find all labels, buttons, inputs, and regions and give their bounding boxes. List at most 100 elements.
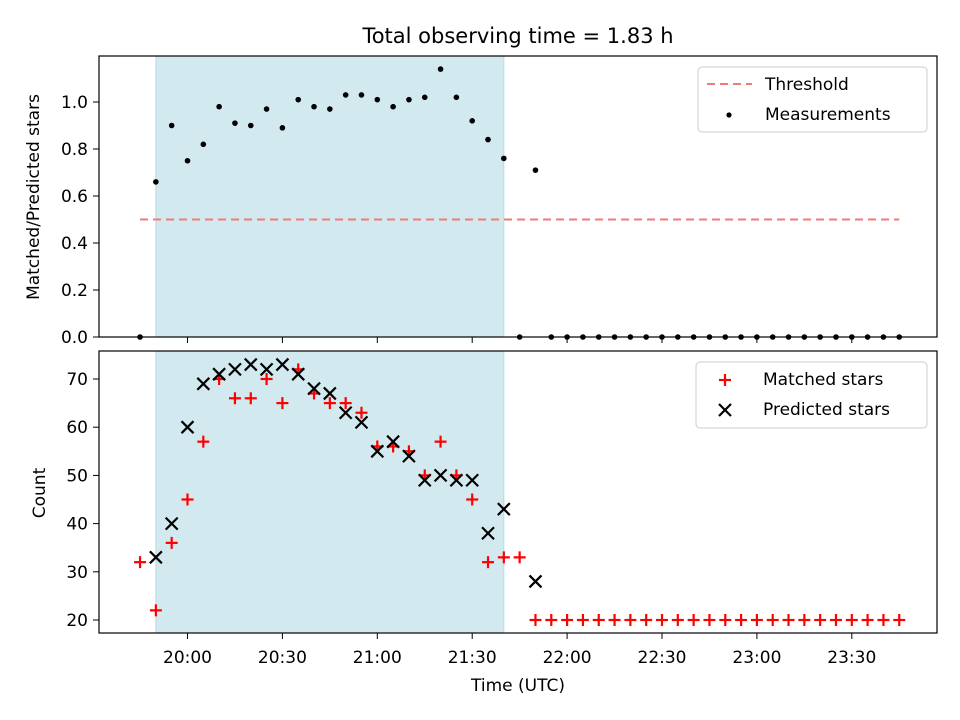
measurement-point bbox=[232, 120, 238, 126]
predicted-star-point bbox=[164, 516, 179, 531]
matched-star-point bbox=[814, 614, 827, 626]
top-ylabel: Matched/Predicted stars bbox=[24, 94, 44, 300]
measurement-point bbox=[153, 179, 159, 185]
top-legend: Threshold Measurements bbox=[697, 66, 928, 133]
matched-star-point bbox=[339, 397, 352, 410]
top-y-tick-label: 0.8 bbox=[61, 140, 88, 160]
matched-star-point bbox=[735, 614, 748, 626]
measurement-point bbox=[501, 155, 507, 162]
matched-star-point bbox=[829, 614, 842, 626]
matched-star-point bbox=[798, 614, 811, 626]
matched-star-point bbox=[149, 604, 162, 617]
measurement-point bbox=[437, 66, 444, 72]
matched-star-point bbox=[719, 614, 732, 626]
measurement-point bbox=[279, 125, 286, 131]
matched-star-point bbox=[355, 406, 368, 419]
predicted-star-point bbox=[338, 405, 353, 420]
bottom-x-tick-label: 22:30 bbox=[638, 648, 687, 668]
legend-threshold-label: Threshold bbox=[764, 75, 849, 95]
legend-measurements-swatch bbox=[726, 112, 732, 118]
matched-star-point bbox=[260, 373, 273, 385]
matched-star-point bbox=[750, 614, 763, 626]
measurement-point bbox=[406, 96, 412, 103]
legend-matched-label: Matched stars bbox=[763, 370, 883, 390]
matched-star-point bbox=[782, 614, 795, 626]
measurement-point bbox=[247, 122, 254, 129]
matched-star-point bbox=[640, 614, 653, 626]
predicted-star-point bbox=[370, 444, 385, 459]
matched-star-point bbox=[703, 614, 716, 626]
predicted-stars-points bbox=[149, 357, 543, 589]
matched-star-point bbox=[197, 435, 210, 448]
matched-star-point bbox=[561, 614, 574, 626]
matched-star-point bbox=[497, 551, 510, 564]
top-y-tick-label: 0.4 bbox=[61, 234, 88, 254]
measurement-point bbox=[200, 141, 207, 148]
bottom-x-tick-label: 23:30 bbox=[827, 648, 876, 668]
bottom-x-axis: 20:00 20:30 21:00 21:30 22:00 22:30 23:00 23:30 bbox=[163, 633, 876, 668]
predicted-star-point bbox=[275, 357, 290, 372]
predicted-star-point bbox=[433, 468, 448, 483]
measurement-point bbox=[342, 92, 349, 98]
measurement-point bbox=[469, 118, 476, 124]
predicted-star-point bbox=[402, 449, 416, 463]
matched-star-point bbox=[181, 493, 194, 506]
bottom-y-tick-label: 50 bbox=[66, 466, 88, 486]
legend-predicted-swatch bbox=[718, 403, 732, 417]
top-title: Total observing time = 1.83 h bbox=[361, 24, 673, 48]
top-y-tick-label: 0.0 bbox=[61, 328, 88, 348]
measurement-point bbox=[374, 96, 381, 103]
matched-stars-points bbox=[134, 363, 906, 626]
predicted-star-point bbox=[465, 473, 479, 487]
matched-star-point bbox=[608, 614, 621, 626]
predicted-star-point bbox=[196, 377, 211, 391]
measurement-point bbox=[295, 96, 302, 103]
bottom-y-tick-label: 30 bbox=[66, 563, 88, 583]
measurement-point bbox=[421, 94, 428, 101]
matched-star-point bbox=[165, 536, 178, 549]
predicted-star-point bbox=[180, 420, 195, 434]
matched-star-point bbox=[893, 614, 906, 626]
bottom-x-tick-label: 20:30 bbox=[258, 648, 307, 668]
predicted-star-point bbox=[528, 574, 543, 589]
legend-predicted-label: Predicted stars bbox=[763, 400, 890, 420]
predicted-star-point bbox=[354, 415, 369, 430]
predicted-star-point bbox=[307, 381, 321, 396]
bottom-ylabel: Count bbox=[30, 467, 50, 518]
predicted-star-point bbox=[417, 473, 432, 487]
matched-star-point bbox=[877, 614, 890, 626]
measurement-point bbox=[453, 94, 460, 101]
bottom-xlabel: Time (UTC) bbox=[470, 676, 565, 696]
bottom-y-tick-label: 70 bbox=[66, 370, 88, 390]
measurement-point bbox=[532, 167, 539, 173]
predicted-star-point bbox=[497, 502, 511, 516]
matched-star-point bbox=[545, 614, 558, 626]
measurement-point bbox=[184, 157, 191, 164]
matched-star-point bbox=[845, 614, 858, 626]
measurement-point bbox=[216, 103, 222, 110]
matched-star-point bbox=[687, 614, 700, 626]
measurement-point bbox=[327, 106, 333, 112]
matched-star-point bbox=[656, 614, 668, 626]
bottom-y-tick-label: 40 bbox=[66, 515, 88, 535]
matched-star-point bbox=[624, 614, 637, 626]
predicted-star-point bbox=[481, 526, 495, 541]
matched-star-point bbox=[466, 493, 479, 506]
matched-star-point bbox=[861, 614, 874, 626]
predicted-star-point bbox=[149, 550, 163, 565]
top-y-tick-label: 0.6 bbox=[61, 187, 88, 207]
matched-star-point bbox=[134, 556, 147, 569]
legend-matched-swatch bbox=[719, 374, 731, 386]
top-panel: 0.0 0.2 0.4 0.6 0.8 1.0 Total observing time … bbox=[24, 24, 938, 348]
predicted-star-point bbox=[386, 434, 400, 449]
predicted-star-point bbox=[449, 473, 464, 487]
matched-star-point bbox=[228, 392, 241, 405]
measurement-point bbox=[168, 122, 175, 129]
bottom-y-tick-label: 20 bbox=[66, 611, 88, 631]
predicted-star-point bbox=[243, 357, 258, 372]
measurement-point bbox=[263, 106, 270, 112]
bottom-x-tick-label: 22:00 bbox=[543, 648, 592, 668]
measurement-point bbox=[358, 92, 365, 98]
measurement-point bbox=[390, 103, 396, 110]
